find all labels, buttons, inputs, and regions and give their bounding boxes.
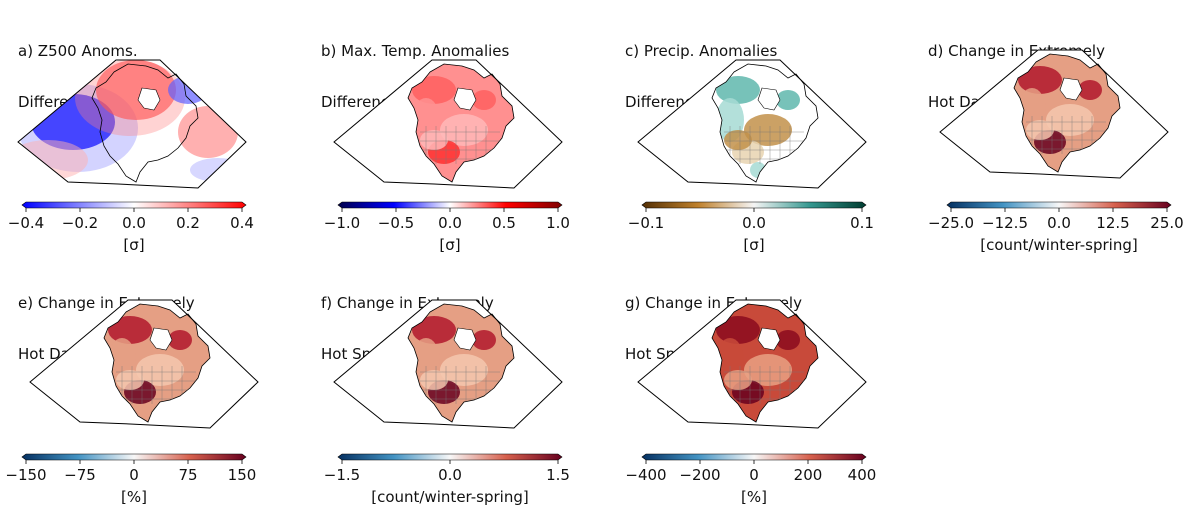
colorbar-tick-label: 0 (129, 466, 139, 484)
colorbar-tick-label: 0.4 (230, 214, 254, 232)
colorbar-tick-label: 0.1 (850, 214, 874, 232)
colorbar-unit-label: [count/winter-spring] (980, 236, 1138, 254)
map-d (939, 49, 1169, 179)
colorbar-tick-label: 1.0 (546, 214, 570, 232)
colorbar-unit-label: [σ] (743, 236, 765, 254)
colorbar-d (946, 201, 1172, 212)
colorbar-tick-label: −200 (679, 466, 721, 484)
colorbar-tick-label: −400 (625, 466, 667, 484)
colorbar-tick-label: −0.2 (61, 214, 99, 232)
colorbar-tick-label: −1.0 (323, 214, 361, 232)
colorbar-tick-label: 0.2 (176, 214, 200, 232)
colorbar-a (21, 201, 247, 212)
map-g (637, 299, 867, 429)
colorbar-e (21, 453, 247, 464)
map-b (333, 59, 563, 189)
colorbar-tick-label: 12.5 (1096, 214, 1130, 232)
colorbar-tick-label: 400 (847, 466, 877, 484)
title-line-1: b) Max. Temp. Anomalies (321, 42, 510, 60)
map-a (17, 59, 247, 189)
colorbar-tick-label: 0.5 (492, 214, 516, 232)
colorbar-tick-label: 0.0 (438, 214, 462, 232)
colorbar-tick-label: −0.4 (7, 214, 45, 232)
colorbar-g (641, 453, 867, 464)
colorbar-tick-label: 150 (227, 466, 257, 484)
colorbar-c (641, 201, 867, 212)
colorbar-tick-label: 200 (793, 466, 823, 484)
colorbar-unit-label: [%] (741, 488, 767, 506)
colorbar-tick-label: 0.0 (1047, 214, 1071, 232)
colorbar-tick-label: 0.0 (438, 466, 462, 484)
colorbar-tick-label: −0.5 (377, 214, 415, 232)
colorbar-tick-label: 25.0 (1150, 214, 1184, 232)
map-c (637, 59, 867, 189)
colorbar-tick-label: 0.0 (742, 214, 766, 232)
colorbar-b (337, 201, 563, 212)
colorbar-tick-label: −12.5 (982, 214, 1028, 232)
map-e (29, 299, 259, 429)
colorbar-tick-label: −0.1 (627, 214, 665, 232)
colorbar-unit-label: [%] (121, 488, 147, 506)
colorbar-tick-label: −150 (5, 466, 47, 484)
colorbar-tick-label: −1.5 (323, 466, 361, 484)
title-line-1: c) Precip. Anomalies (625, 42, 778, 60)
colorbar-unit-label: [σ] (123, 236, 145, 254)
colorbar-tick-label: −25.0 (928, 214, 974, 232)
colorbar-unit-label: [count/winter-spring] (371, 488, 529, 506)
colorbar-tick-label: −75 (64, 466, 96, 484)
colorbar-tick-label: 0 (749, 466, 759, 484)
colorbar-f (337, 453, 563, 464)
colorbar-tick-label: 75 (178, 466, 198, 484)
colorbar-unit-label: [σ] (439, 236, 461, 254)
map-f (333, 299, 563, 429)
title-line-1: a) Z500 Anoms. (18, 42, 138, 60)
colorbar-tick-label: 0.0 (122, 214, 146, 232)
colorbar-tick-label: 1.5 (546, 466, 570, 484)
